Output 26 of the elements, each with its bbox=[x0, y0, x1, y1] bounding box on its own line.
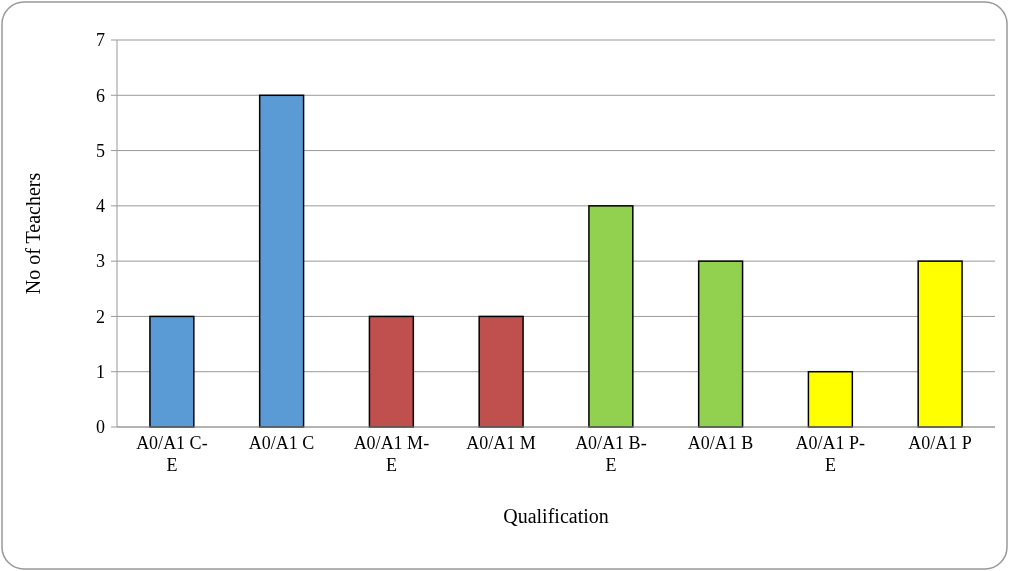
bar bbox=[368, 315, 415, 428]
bar bbox=[917, 260, 963, 428]
x-axis-title: Qualification bbox=[503, 505, 609, 527]
y-tick-label: 0 bbox=[96, 417, 105, 438]
y-tick-label: 7 bbox=[96, 30, 105, 51]
x-tick-label: A0/A1 B-E bbox=[575, 433, 647, 475]
y-tick-label: 4 bbox=[96, 196, 105, 217]
x-tick-label: A0/A1 M-E bbox=[353, 433, 430, 475]
y-tick-label: 5 bbox=[96, 140, 105, 161]
y-axis-title: No of Teachers bbox=[22, 172, 44, 295]
bar bbox=[807, 370, 854, 428]
x-tick-label: A0/A1 M bbox=[466, 433, 536, 453]
y-tick-label: 2 bbox=[96, 306, 105, 327]
x-tick-label: A0/A1 P-E bbox=[795, 433, 866, 475]
x-tick-label: A0/A1 P bbox=[908, 433, 972, 453]
bar bbox=[149, 315, 195, 428]
y-tick-label: 6 bbox=[96, 85, 105, 106]
bar bbox=[697, 260, 744, 428]
y-tick-label: 3 bbox=[96, 251, 105, 272]
bar bbox=[588, 205, 634, 428]
x-tick-label: A0/A1 C-E bbox=[136, 433, 208, 475]
bar bbox=[258, 94, 305, 428]
x-tick-label: A0/A1 C bbox=[248, 433, 315, 453]
x-tick-label: A0/A1 B bbox=[687, 433, 754, 453]
bar bbox=[478, 315, 524, 428]
y-tick-label: 1 bbox=[96, 362, 105, 383]
